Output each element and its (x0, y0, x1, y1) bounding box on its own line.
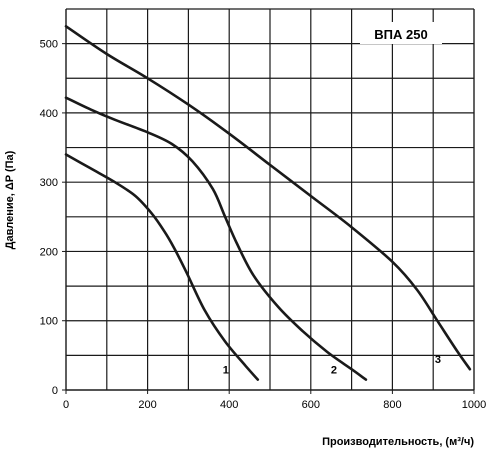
y-tick-label: 100 (40, 316, 58, 328)
x-tick-label: 200 (138, 399, 156, 411)
x-tick-label: 800 (383, 399, 401, 411)
series-label-3: 3 (435, 354, 441, 366)
series-label-2: 2 (331, 365, 337, 377)
x-tick-label: 400 (220, 399, 238, 411)
title-box (360, 22, 442, 44)
x-tick-label: 0 (63, 399, 69, 411)
y-tick-label: 0 (52, 385, 58, 397)
x-tick-label: 600 (302, 399, 320, 411)
series-group (64, 25, 472, 381)
series-line-3 (64, 25, 472, 371)
series-line-2 (64, 96, 368, 381)
series-line-1 (64, 153, 260, 381)
x-axis-title: Производительность, (м³/ч) (322, 436, 474, 448)
x-tick-label: 1000 (462, 399, 486, 411)
x-axis-ticks: 0 200 400 600 800 1000 (63, 390, 486, 411)
y-tick-label: 500 (40, 39, 58, 51)
y-axis-ticks: 0 100 200 300 400 500 (40, 39, 66, 397)
y-tick-label: 400 (40, 108, 58, 120)
grid (65, 8, 475, 391)
series-label-1: 1 (223, 365, 229, 377)
series-labels: 1 2 3 (223, 354, 441, 376)
chart-title: ВПА 250 (374, 27, 427, 42)
y-tick-label: 300 (40, 177, 58, 189)
y-axis-title: Давление, ΔP (Па) (4, 150, 16, 249)
y-tick-label: 200 (40, 246, 58, 258)
